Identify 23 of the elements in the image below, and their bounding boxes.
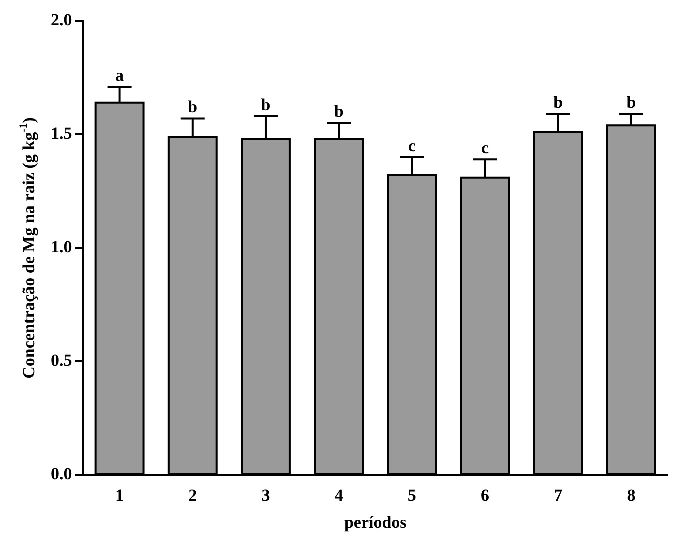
x-tick-label: 4: [334, 486, 344, 505]
x-tick-label: 8: [627, 486, 636, 505]
y-tick-label: 1.0: [51, 238, 72, 257]
y-axis-title: Concentração de Mg na raiz (g kg-1): [18, 118, 38, 379]
y-tick-label: 2.0: [51, 10, 72, 30]
x-tick-label: 1: [116, 486, 124, 505]
x-tick-label: 5: [408, 486, 416, 505]
x-tick-label: 3: [262, 486, 270, 505]
annotation: b: [261, 95, 271, 114]
annotation: b: [554, 93, 564, 112]
y-tick-label: 0.5: [51, 351, 72, 370]
x-axis-title: períodos: [344, 513, 408, 532]
annotation: c: [408, 136, 416, 156]
annotation: b: [188, 98, 198, 117]
annotation: b: [334, 102, 344, 122]
annotation: a: [116, 66, 125, 85]
y-tick-label: 0.0: [51, 464, 72, 484]
annotation: b: [626, 93, 636, 112]
x-tick-label: 6: [481, 486, 490, 505]
x-tick-label: 7: [554, 486, 564, 505]
x-tick-label: 2: [188, 486, 198, 505]
y-tick-label: 1.5: [51, 124, 72, 144]
annotation: c: [481, 138, 490, 158]
